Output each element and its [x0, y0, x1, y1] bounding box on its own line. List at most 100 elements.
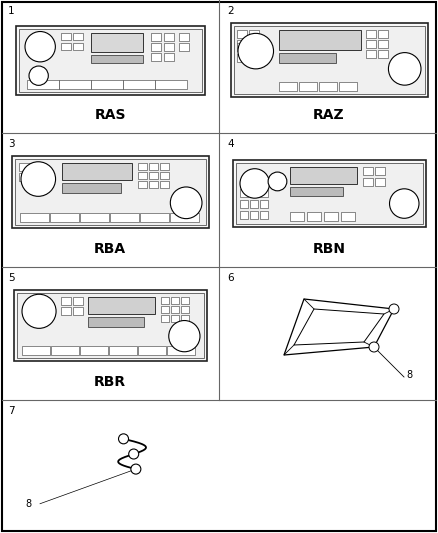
Bar [109, 346, 137, 355]
Circle shape [389, 304, 399, 314]
Bar [290, 167, 357, 184]
Bar [91, 80, 123, 89]
Bar [366, 50, 375, 58]
Bar [27, 80, 59, 89]
Circle shape [29, 66, 48, 85]
Bar [61, 43, 71, 50]
Bar [92, 55, 143, 63]
Bar [231, 23, 428, 97]
Bar [181, 297, 189, 304]
Bar [15, 159, 206, 225]
Bar [375, 167, 385, 175]
Text: 2: 2 [227, 6, 233, 16]
Bar [32, 173, 42, 181]
Bar [148, 163, 158, 170]
Bar [148, 181, 158, 188]
Bar [279, 30, 360, 50]
Bar [92, 33, 143, 52]
Bar [50, 213, 79, 222]
Bar [73, 307, 83, 315]
Bar [161, 306, 169, 313]
Bar [80, 346, 108, 355]
Bar [171, 306, 179, 313]
Bar [138, 181, 147, 188]
Bar [240, 211, 248, 219]
Bar [61, 33, 71, 40]
Bar [250, 200, 258, 208]
Bar [14, 290, 207, 361]
Text: 7: 7 [8, 406, 14, 416]
Bar [123, 80, 155, 89]
Text: 3: 3 [8, 139, 14, 149]
Bar [237, 54, 245, 62]
Bar [152, 43, 161, 51]
Bar [318, 82, 336, 91]
Text: RAZ: RAZ [313, 108, 345, 122]
Text: RBN: RBN [312, 242, 346, 256]
Bar [164, 43, 174, 51]
Circle shape [369, 342, 379, 352]
Bar [159, 181, 169, 188]
Bar [62, 163, 131, 180]
Bar [19, 163, 29, 171]
Bar [22, 346, 50, 355]
Bar [110, 213, 139, 222]
Bar [161, 315, 169, 322]
Bar [307, 212, 321, 221]
Bar [237, 40, 247, 48]
Text: 6: 6 [227, 273, 233, 283]
Bar [17, 293, 204, 358]
Bar [339, 82, 357, 91]
Bar [279, 82, 297, 91]
Bar [152, 53, 161, 61]
Bar [171, 297, 179, 304]
Text: 8: 8 [406, 370, 412, 380]
Bar [250, 189, 258, 197]
Bar [170, 213, 199, 222]
Circle shape [25, 31, 55, 62]
Bar [138, 172, 147, 179]
Bar [240, 189, 248, 197]
Bar [62, 183, 120, 193]
Circle shape [169, 320, 200, 352]
Text: RBR: RBR [94, 375, 126, 389]
Bar [155, 80, 187, 89]
Bar [181, 315, 189, 322]
Circle shape [240, 169, 269, 198]
Bar [290, 187, 343, 196]
Bar [19, 173, 29, 181]
Bar [378, 50, 388, 58]
Bar [364, 178, 374, 186]
Text: 4: 4 [227, 139, 233, 149]
Bar [73, 33, 83, 40]
Bar [250, 211, 258, 219]
Bar [159, 163, 169, 170]
Text: RBA: RBA [94, 242, 126, 256]
Bar [159, 172, 169, 179]
Circle shape [389, 53, 421, 85]
Bar [59, 80, 91, 89]
Bar [375, 178, 385, 186]
Bar [88, 317, 144, 327]
Bar [167, 346, 195, 355]
Bar [260, 189, 268, 197]
Bar [164, 53, 174, 61]
Bar [80, 213, 109, 222]
Bar [138, 163, 147, 170]
Bar [73, 43, 83, 50]
Circle shape [129, 449, 139, 459]
Bar [260, 211, 268, 219]
Bar [240, 200, 248, 208]
Bar [16, 26, 205, 95]
Bar [164, 33, 174, 41]
Bar [378, 30, 388, 38]
Bar [299, 82, 317, 91]
Circle shape [238, 34, 273, 69]
Bar [234, 26, 425, 94]
Bar [366, 40, 375, 48]
Bar [138, 346, 166, 355]
Bar [249, 40, 259, 48]
Text: 8: 8 [26, 499, 32, 508]
Bar [179, 33, 189, 41]
Bar [366, 30, 375, 38]
